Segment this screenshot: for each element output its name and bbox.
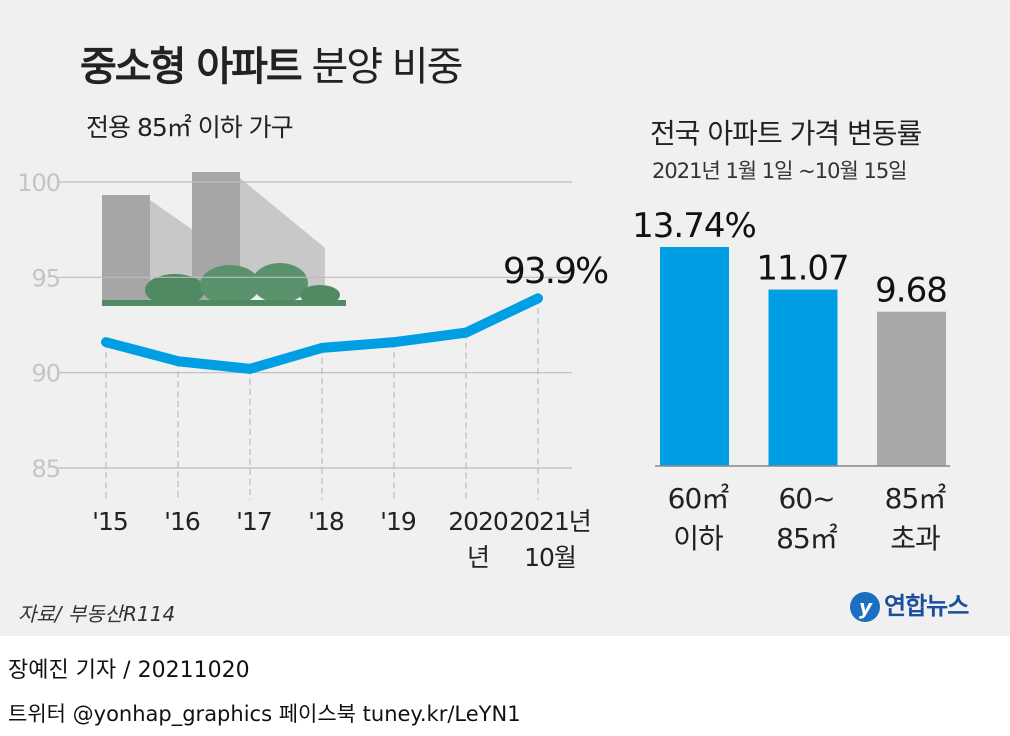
bar-category-label: 85㎡ (885, 482, 947, 515)
bar-data-label: 11.07 (756, 249, 848, 289)
data-point (535, 295, 541, 302)
x-tick-label: 2020 (448, 507, 508, 536)
bar-data-label: 9.68 (875, 271, 947, 311)
byline: 장예진 기자 / 20211020 (8, 658, 250, 683)
x-tick-label: '18 (308, 507, 344, 536)
data-point (463, 329, 469, 336)
x-tick-label: '19 (380, 507, 416, 536)
y-tick-label: 85 (31, 455, 60, 483)
data-point (103, 339, 109, 346)
bar-data-label: 13.74% (632, 206, 756, 246)
social-links: 트위터 @yonhap_graphics 페이스북 tuney.kr/LeYN1 (8, 702, 521, 726)
x-tick-label: 2021년 (509, 507, 591, 536)
source-note: 자료/ 부동산R114 (18, 602, 176, 626)
bar (877, 311, 946, 466)
line-chart-subtitle: 전용 85㎡ 이하 가구 (86, 113, 294, 142)
data-label: 93.9% (503, 251, 608, 292)
y-tick-label: 100 (17, 169, 60, 197)
data-point (247, 365, 253, 372)
data-point (319, 344, 325, 351)
page-title: 중소형 아파트 분양 비중 (80, 44, 463, 90)
y-tick-label: 95 (31, 264, 60, 292)
bar (660, 247, 729, 466)
bar-category-label: 초과 (890, 522, 940, 555)
bar (768, 289, 838, 466)
x-tick-label: 10월 (524, 543, 576, 572)
bar-category-label: 60㎡ (668, 482, 730, 515)
yonhap-logo: y 연합뉴스 (850, 586, 969, 622)
x-tick-label: '16 (164, 507, 200, 536)
bar-category-label: 이하 (673, 522, 723, 555)
x-tick-label: '15 (92, 507, 128, 536)
bar-chart-subtitle: 2021년 1월 1일 ~10월 15일 (652, 159, 908, 183)
charts-svg: 85 90 95 100 '15 '16 '17 '18 '19 2020 년 2021년 10월 93.… (17, 169, 950, 572)
apartment-illustration (102, 172, 346, 306)
data-point (391, 339, 397, 346)
y-tick-label: 90 (31, 360, 60, 388)
bar-category-label: 85㎡ (776, 522, 838, 555)
data-point (175, 358, 181, 365)
x-tick-label: 년 (467, 543, 489, 572)
bar-chart-title: 전국 아파트 가격 변동률 (650, 117, 922, 150)
bar-category-label: 60~ (778, 482, 834, 515)
x-tick-label: '17 (236, 507, 272, 536)
logo-mark-icon: y (850, 592, 880, 622)
